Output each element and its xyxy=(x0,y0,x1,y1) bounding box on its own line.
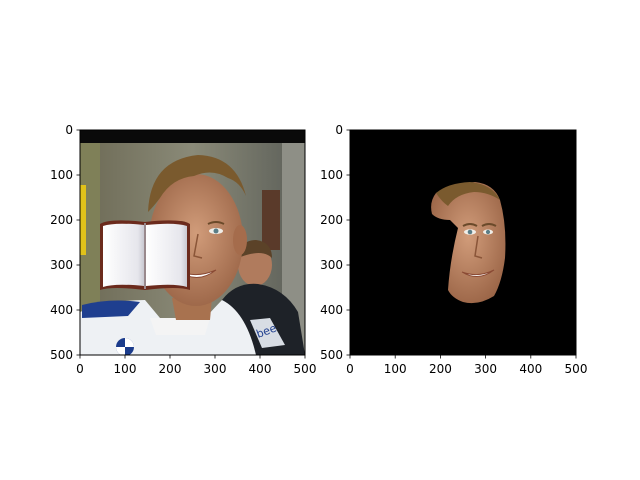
original-image-panel-ytick-label: 400 xyxy=(50,303,73,317)
masked-face-panel-ytick-label: 400 xyxy=(320,303,343,317)
original-image-panel-xtick-label: 300 xyxy=(204,362,227,376)
masked-face-panel-ytick-label: 200 xyxy=(320,213,343,227)
original-image-panel-ytick-label: 300 xyxy=(50,258,73,272)
original-image-panel-xtick-label: 500 xyxy=(294,362,317,376)
right-axes-frame xyxy=(349,129,577,356)
masked-face-panel-xtick-label: 500 xyxy=(565,362,588,376)
open-book-icon xyxy=(100,220,190,290)
left-axes-frame xyxy=(79,129,306,356)
masked-face-panel-xtick-label: 200 xyxy=(429,362,452,376)
original-image-panel-ytick-label: 200 xyxy=(50,213,73,227)
original-image-panel-ytick-label: 100 xyxy=(50,168,73,182)
masked-face-panel-ytick-label: 500 xyxy=(320,348,343,362)
masked-face-panel-ytick-label: 100 xyxy=(320,168,343,182)
original-image: bee xyxy=(80,130,305,355)
masked-face-panel-xtick-label: 400 xyxy=(519,362,542,376)
original-image-panel-ytick-label: 0 xyxy=(65,123,73,137)
original-image-panel-xtick-label: 200 xyxy=(159,362,182,376)
masked-face-panel-xtick-label: 0 xyxy=(346,362,354,376)
masked-face-panel-xtick-label: 300 xyxy=(474,362,497,376)
masked-face-panel-ytick-label: 300 xyxy=(320,258,343,272)
original-image-panel-ytick-label: 500 xyxy=(50,348,73,362)
original-image-panel-xtick-label: 100 xyxy=(114,362,137,376)
original-image-panel-xtick-label: 400 xyxy=(249,362,272,376)
masked-face-panel-xtick-label: 100 xyxy=(384,362,407,376)
masked-face-panel-ytick-label: 0 xyxy=(335,123,343,137)
masked-face-image xyxy=(350,130,576,355)
original-image-panel-xtick-label: 0 xyxy=(76,362,84,376)
